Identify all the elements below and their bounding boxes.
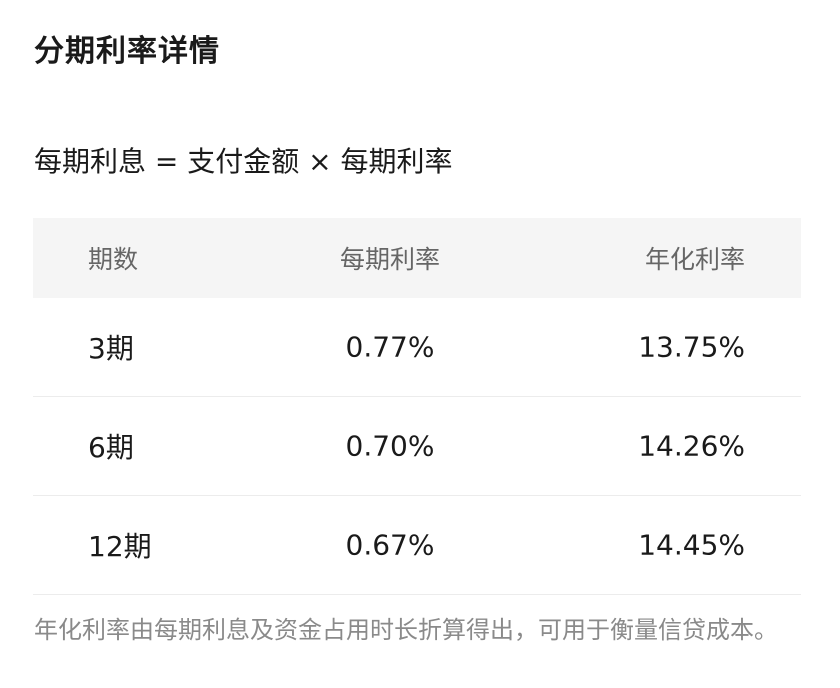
period-rate: 0.77% xyxy=(345,330,435,364)
header-annual-rate: 年化利率 xyxy=(644,245,745,274)
rate-table: 期数 每期利率 年化利率 3期 0.77% 13.75% 6期 0.70% 14… xyxy=(33,218,801,595)
annual-rate: 14.26% xyxy=(638,429,745,463)
annual-rate: 14.45% xyxy=(638,528,745,562)
table-row: 3期 0.77% 13.75% xyxy=(33,298,801,397)
table-row: 6期 0.70% 14.26% xyxy=(33,397,801,496)
term: 12期 xyxy=(88,530,152,563)
period-rate: 0.67% xyxy=(345,528,435,562)
table-row: 12期 0.67% 14.45% xyxy=(33,496,801,595)
interest-formula: 每期利息 = 支付金额 × 每期利率 xyxy=(34,145,453,178)
term: 6期 xyxy=(88,431,134,464)
header-period-rate: 每期利率 xyxy=(339,245,441,274)
header-term: 期数 xyxy=(88,245,139,274)
page-title: 分期利率详情 xyxy=(34,34,220,69)
footnote: 年化利率由每期利息及资金占用时长折算得出，可用于衡量信贷成本。 xyxy=(34,616,778,644)
annual-rate: 13.75% xyxy=(638,330,745,364)
term: 3期 xyxy=(88,332,134,365)
period-rate: 0.70% xyxy=(345,429,435,463)
table-header: 期数 每期利率 年化利率 xyxy=(33,218,801,298)
